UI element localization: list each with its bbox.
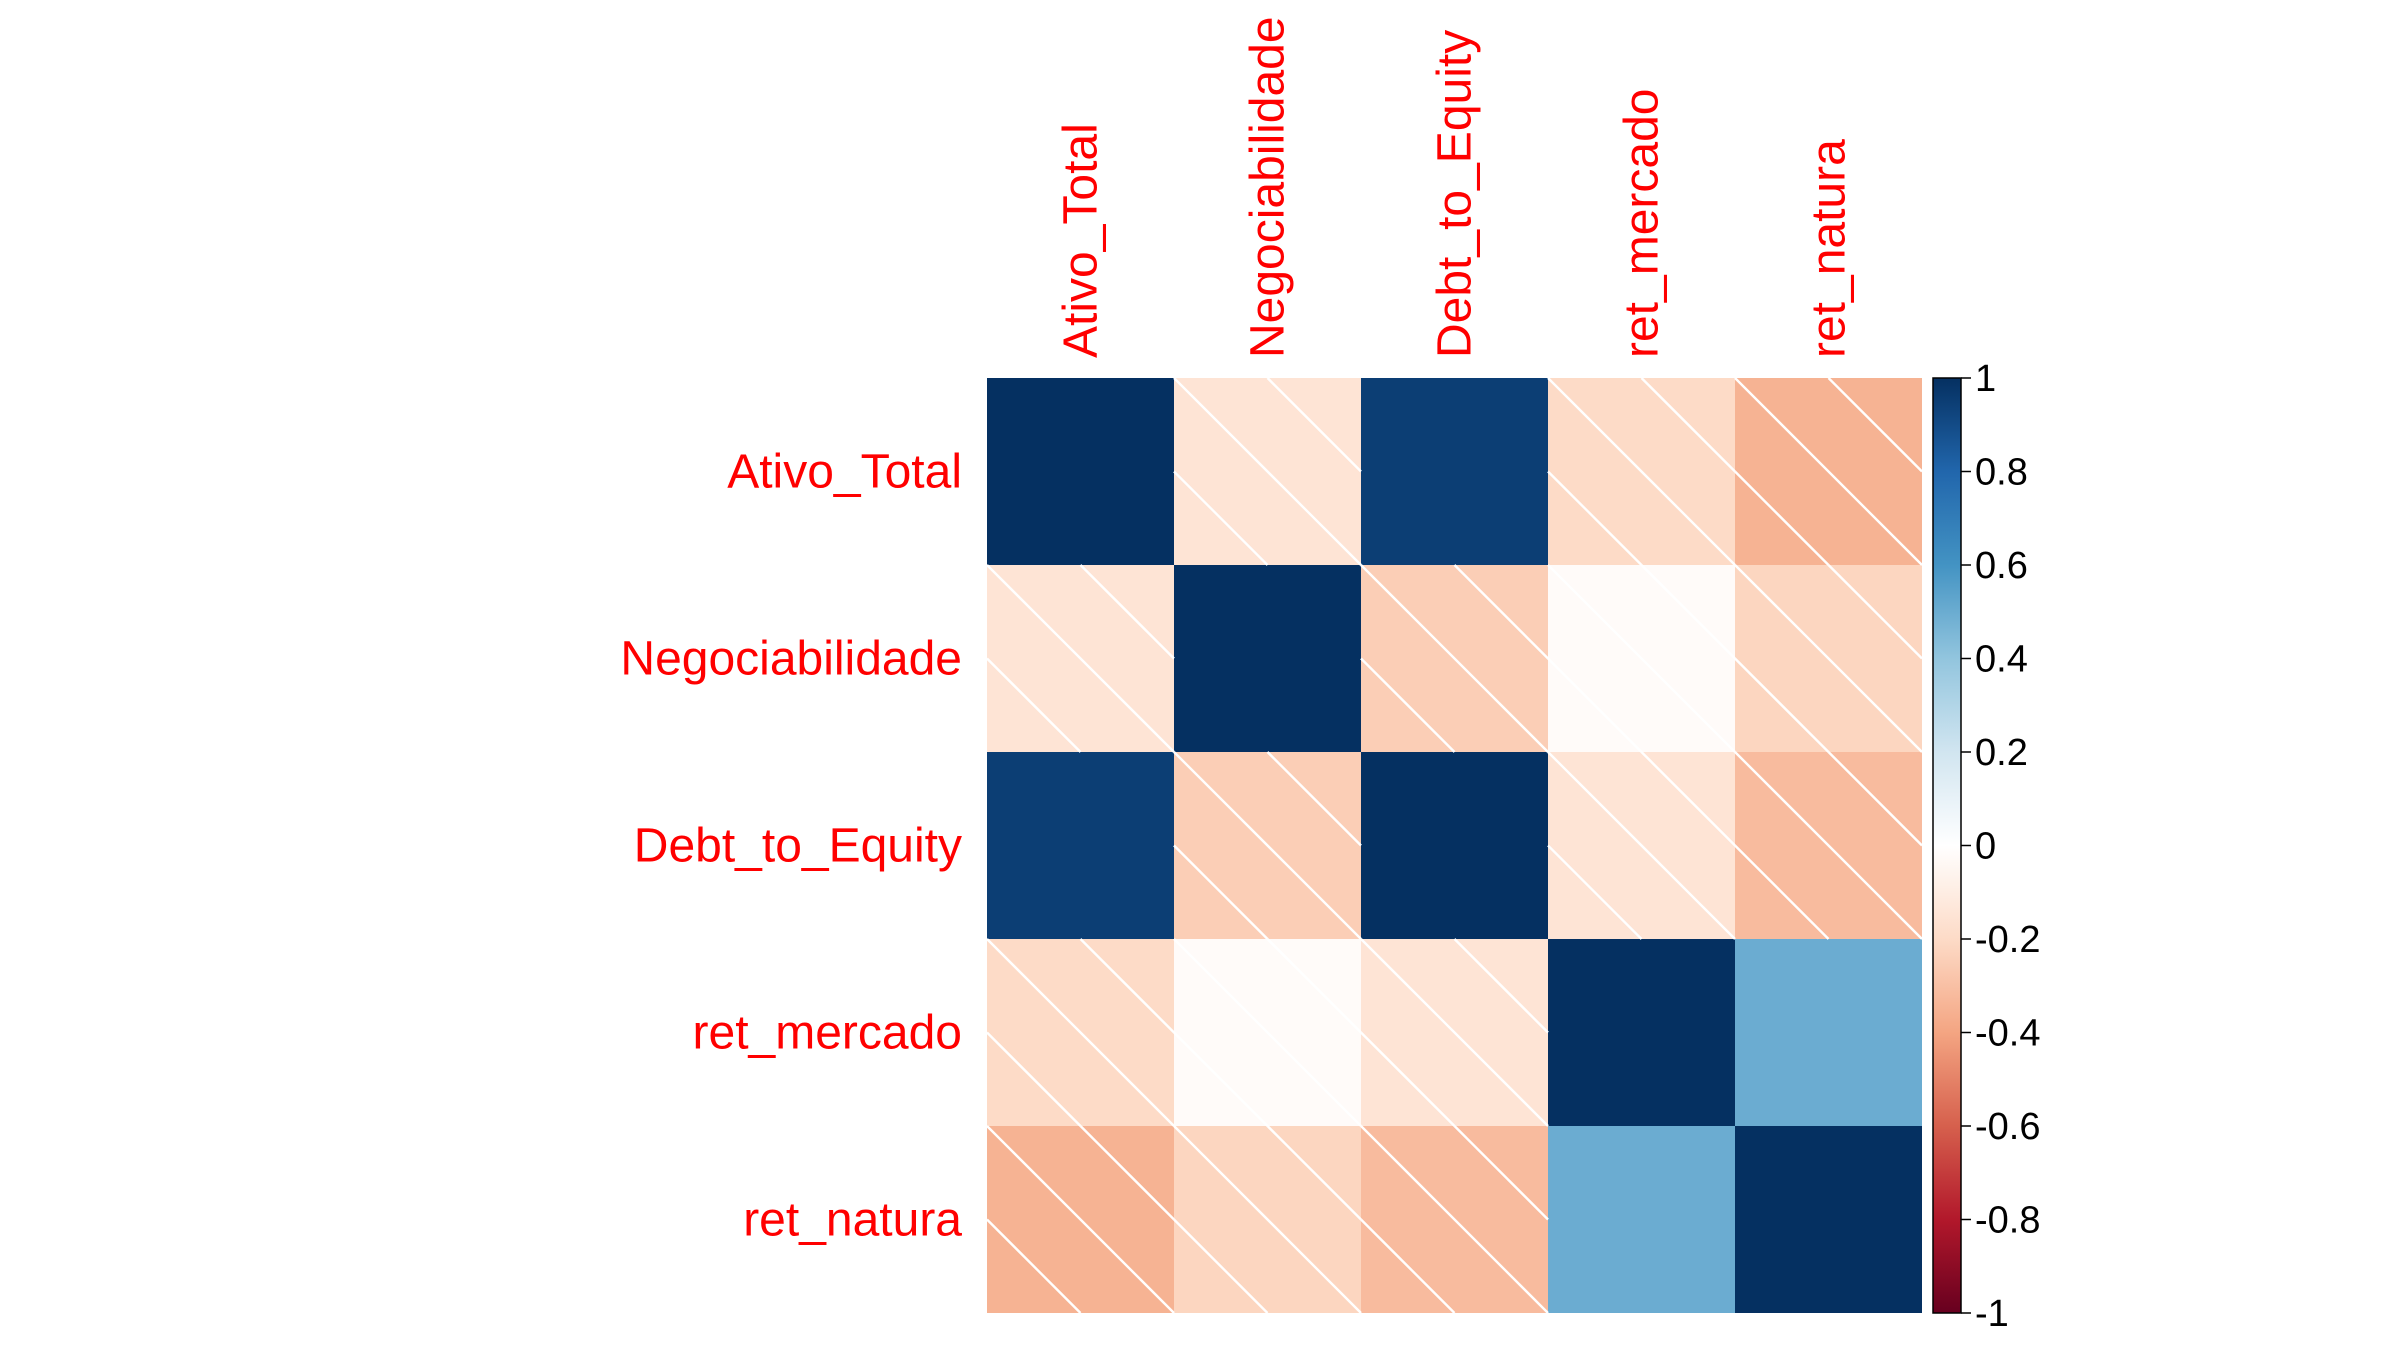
hatch-line	[1266, 377, 1362, 473]
hatch-line	[1734, 844, 1830, 940]
hatch-line	[1547, 657, 1643, 753]
hatch-line	[1173, 938, 1362, 1127]
colorbar: 1 0.8 0.6 0.4 0.2 0 -0.2 -0.4 -0.6 -0.8 -1	[1932, 358, 2040, 1335]
hatch-line	[1173, 470, 1269, 566]
hatch-line	[1827, 377, 1923, 473]
hatch-line	[1453, 564, 1549, 660]
column-label: Negociabilidade	[1242, 16, 1295, 358]
hatch-line	[1173, 844, 1269, 940]
colorbar-tick-label: 0	[1975, 826, 1996, 868]
hatch-line	[986, 1218, 1082, 1314]
hatch-line	[1547, 751, 1736, 940]
hatch-line	[1266, 938, 1362, 1034]
colorbar-tick-label: -0.2	[1975, 919, 2040, 961]
hatch-line	[1360, 564, 1549, 753]
hatch-line	[986, 1125, 1175, 1314]
hatch-line	[1734, 751, 1923, 940]
hatch-line	[1360, 1125, 1549, 1314]
hatch-line	[1079, 1125, 1175, 1221]
row-label: Negociabilidade	[620, 633, 962, 686]
column-labels: Ativo_Total Negociabilidade Debt_to_Equity…	[1055, 16, 1856, 358]
hatch-line	[1266, 751, 1362, 847]
row-label: ret_natura	[743, 1194, 962, 1247]
hatch-line	[1079, 938, 1175, 1034]
hatch-line	[986, 938, 1175, 1127]
colorbar-tick-label: 0.8	[1975, 452, 2028, 494]
colorbar-tick-label: 1	[1975, 358, 1996, 400]
hatch-line	[986, 657, 1082, 753]
hatch-line	[1827, 751, 1923, 847]
colorbar-tick-label: 0.6	[1975, 545, 2028, 587]
colorbar-tick-label: 0.4	[1975, 639, 2028, 681]
negative-hatching	[986, 377, 1923, 1314]
row-label: Debt_to_Equity	[634, 820, 962, 873]
hatch-line	[1360, 657, 1456, 753]
heatmap-cell-ret_natura-ret_mercado	[1548, 1126, 1735, 1313]
row-label: Ativo_Total	[727, 446, 962, 499]
heatmap-cell-Debt_to_Equity-Debt_to_Equity	[1361, 752, 1548, 939]
heatmap-cell-Ativo_Total-Debt_to_Equity	[1361, 378, 1548, 565]
column-label: Debt_to_Equity	[1429, 30, 1482, 358]
colorbar-tick-label: -1	[1975, 1293, 2009, 1335]
hatch-line	[1547, 844, 1643, 940]
heatmap-cell-ret_mercado-ret_natura	[1735, 939, 1922, 1126]
column-label: ret_natura	[1803, 139, 1856, 358]
colorbar-gradient	[1932, 377, 1962, 1314]
heatmap-cell-ret_mercado-ret_mercado	[1548, 939, 1735, 1126]
hatch-line	[1547, 564, 1736, 753]
hatch-line	[1453, 938, 1549, 1034]
heatmap-cell-ret_natura-ret_natura	[1735, 1126, 1922, 1313]
heatmap-cell-Ativo_Total-Ativo_Total	[987, 378, 1174, 565]
hatch-line	[1734, 470, 1830, 566]
hatch-line	[1453, 1125, 1549, 1221]
colorbar-tick-label: -0.4	[1975, 1013, 2040, 1055]
hatch-line	[1734, 564, 1923, 753]
hatch-line	[1360, 1218, 1456, 1314]
hatch-line	[1360, 1031, 1456, 1127]
hatch-line	[1640, 377, 1736, 473]
colorbar-tick-label: -0.6	[1975, 1106, 2040, 1148]
hatch-line	[1640, 564, 1736, 660]
hatch-line	[1360, 938, 1549, 1127]
hatch-line	[1173, 1125, 1362, 1314]
hatch-line	[1827, 564, 1923, 660]
hatch-line	[1079, 564, 1175, 660]
column-label: ret_mercado	[1616, 89, 1669, 358]
heatmap-cell-Negociabilidade-Negociabilidade	[1174, 565, 1361, 752]
hatch-line	[1266, 1125, 1362, 1221]
hatch-line	[1547, 470, 1643, 566]
colorbar-tick-label: 0.2	[1975, 732, 2028, 774]
hatch-line	[1734, 377, 1923, 566]
hatch-line	[1173, 1218, 1269, 1314]
hatch-line	[986, 1031, 1082, 1127]
column-label: Ativo_Total	[1055, 123, 1108, 358]
hatch-line	[1547, 377, 1736, 566]
hatch-line	[1173, 751, 1362, 940]
hatch-line	[986, 564, 1175, 753]
colorbar-tick-label: -0.8	[1975, 1200, 2040, 1242]
hatch-line	[1173, 377, 1362, 566]
row-labels: Ativo_Total Negociabilidade Debt_to_Equity…	[620, 446, 962, 1247]
heatmap-cell-Debt_to_Equity-Ativo_Total	[987, 752, 1174, 939]
hatch-line	[1173, 1031, 1269, 1127]
hatch-line	[1640, 751, 1736, 847]
hatch-line	[1734, 657, 1830, 753]
row-label: ret_mercado	[693, 1007, 962, 1060]
